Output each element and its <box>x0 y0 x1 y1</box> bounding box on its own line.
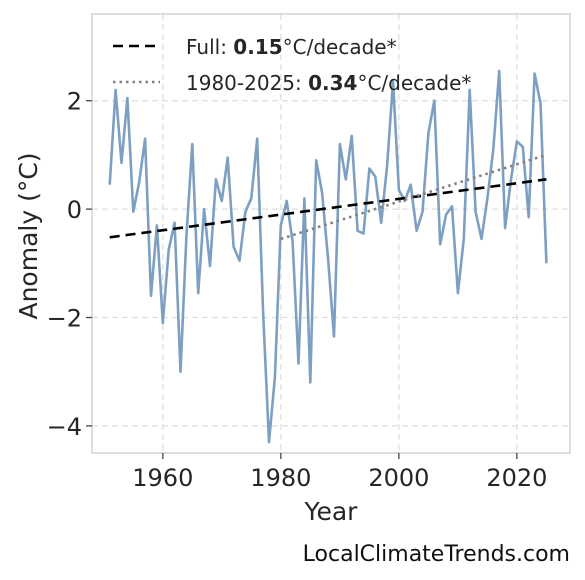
legend-label-recent: 1980-2025: 0.34°C/decade* <box>186 71 471 95</box>
x-tick-label: 1960 <box>132 464 193 492</box>
series-layer <box>108 69 548 444</box>
legend-full-prefix: Full: <box>186 35 233 59</box>
trend-layer <box>109 153 547 241</box>
y-tick-label: 0 <box>67 196 82 224</box>
legend-full-suffix: °C/decade* <box>283 35 397 59</box>
y-tick-label: −2 <box>47 305 82 333</box>
y-axis-label: Anomaly (°C) <box>14 152 43 319</box>
legend-recent-prefix: 1980-2025: <box>186 71 308 95</box>
legend-label-full: Full: 0.15°C/decade* <box>186 35 397 59</box>
axis-ticks: 1960 1980 2000 2020 −4 −2 0 2 <box>47 88 548 492</box>
x-tick-label: 2020 <box>486 464 547 492</box>
y-tick-label: 2 <box>67 88 82 116</box>
y-tick-label: −4 <box>47 413 82 441</box>
trend-line-full <box>109 178 547 239</box>
watermark: LocalClimateTrends.com <box>303 542 570 567</box>
plot-frame <box>91 13 571 454</box>
trend-line-recent <box>280 153 547 241</box>
x-tick-label: 2000 <box>368 464 429 492</box>
legend: Full: 0.15°C/decade* 1980-2025: 0.34°C/d… <box>113 35 471 95</box>
x-axis-label: Year <box>304 497 359 526</box>
legend-recent-suffix: °C/decade* <box>357 71 471 95</box>
anomaly-series-line <box>108 69 548 444</box>
x-tick-label: 1980 <box>250 464 311 492</box>
legend-full-value: 0.15 <box>233 35 282 59</box>
grid <box>92 14 570 453</box>
legend-recent-value: 0.34 <box>308 71 357 95</box>
